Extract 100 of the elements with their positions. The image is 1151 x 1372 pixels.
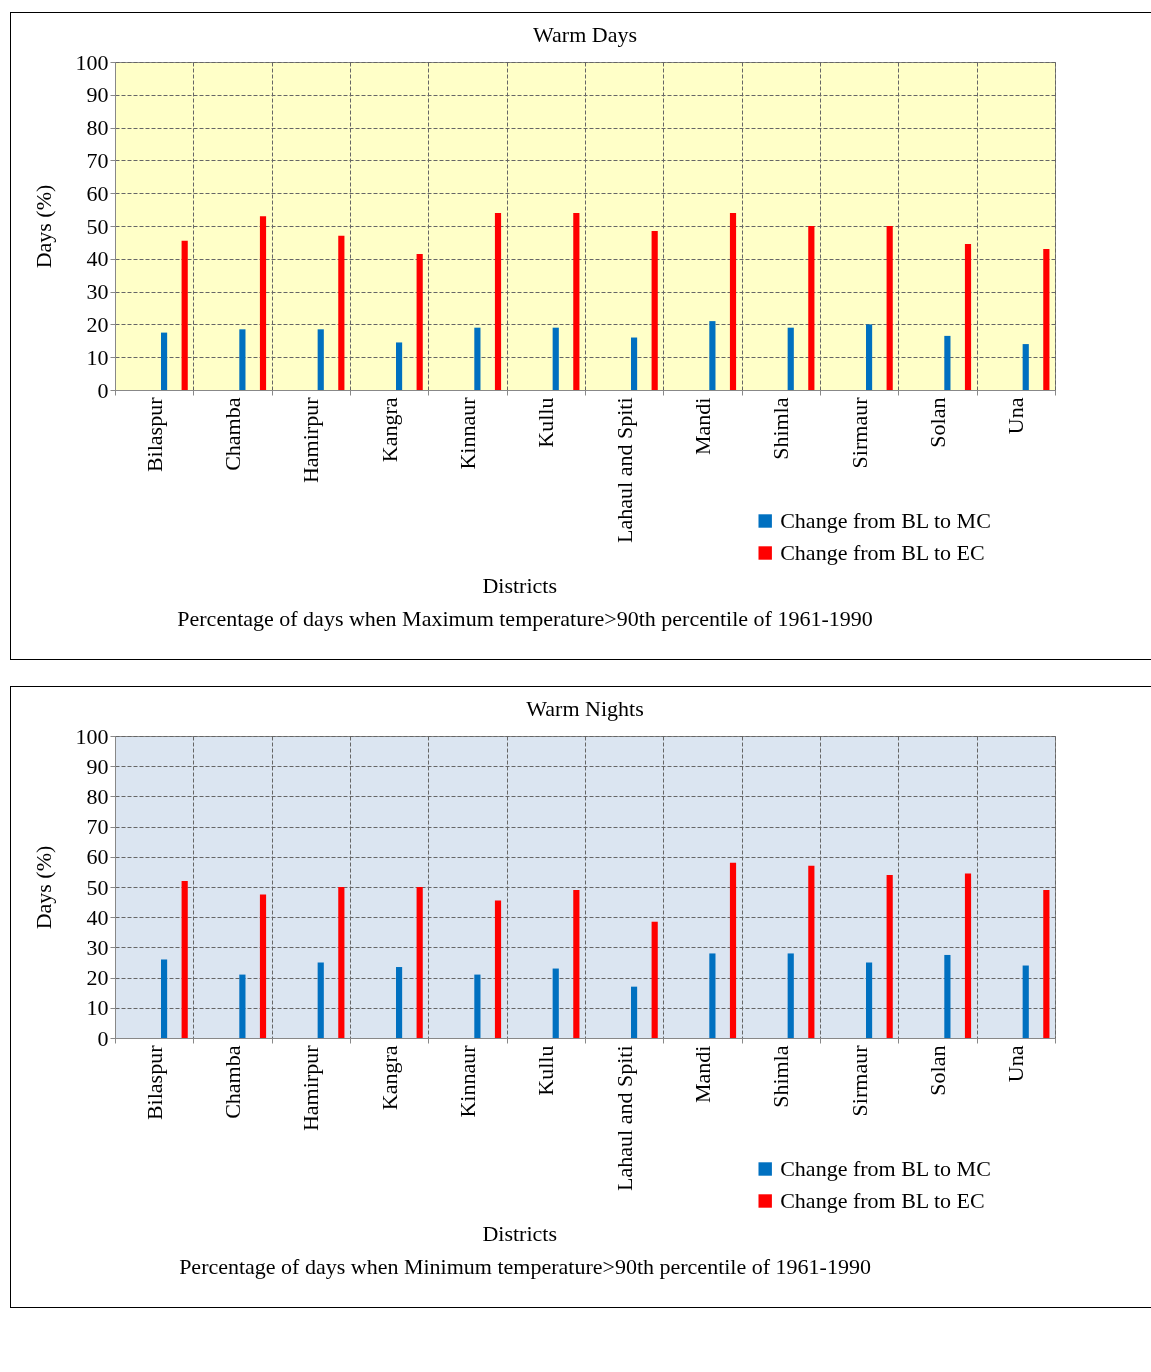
x-tick-label: Sirmaur [846,1044,872,1117]
bar [317,329,324,390]
bar [630,337,638,390]
legend-label: Change from BL to MC [780,508,991,533]
x-tick-label: Mandi [690,397,715,455]
x-tick-label: Hamirpur [298,396,324,484]
y-tick-label: 100 [75,723,109,749]
y-tick-label: 30 [86,934,109,960]
legend-label: Change from BL to MC [780,1156,991,1181]
x-tick-label: Kinnaur [455,1044,480,1118]
bar [651,230,658,390]
y-axis-title: Days (%) [30,845,56,930]
y-tick-label: 40 [86,246,109,272]
y-tick-label: 0 [97,1025,109,1051]
y-tick-label: 80 [86,783,109,809]
bar [259,894,267,1038]
y-axis-title: Days (%) [30,184,56,269]
bar [474,974,481,1038]
legend-label: Change from BL to EC [780,540,985,565]
bar [416,253,423,390]
text: Percentage of days when Minimum temperature>90th percentile of 1961-1990 [179,1254,871,1279]
y-tick-label: 20 [86,311,109,337]
x-tick-label: Bilaspur [141,1044,167,1121]
bar [494,900,502,1038]
bar [808,226,815,390]
x-tick-label: Una [1003,397,1029,435]
x-axis-title: Districts [482,572,557,598]
bar [552,327,559,390]
bar [865,962,873,1038]
x-tick-label: Lahaul and Spiti [611,397,637,543]
x-tick-label: Sirmaur [846,396,872,469]
y-tick-label: 10 [86,995,109,1021]
x-tick-label: Kullu [533,1045,559,1096]
bar [709,953,716,1038]
y-tick-label: 90 [86,753,109,779]
x-tick-label: Solan [925,397,950,448]
text: Percentage of days when Maximum temperature>90th percentile of 1961-1990 [177,606,873,631]
bar [160,332,168,390]
y-tick-label: 70 [86,147,109,173]
bar [944,954,951,1038]
y-tick-label: 30 [86,279,109,305]
bar [1043,248,1050,390]
bar [573,212,580,390]
x-tick-label: Shimla [768,1045,794,1108]
x-tick-label: Solan [925,1045,950,1096]
y-tick-label: 70 [86,814,109,840]
chart-title: Warm Nights [526,696,644,721]
bar [494,212,502,390]
x-tick-label: Chamba [220,397,245,471]
bar [338,235,345,390]
bar [416,887,423,1038]
y-tick-label: 100 [75,49,109,75]
bar [865,324,873,390]
y-tick-label: 50 [86,874,109,900]
y-tick-label: 60 [86,180,109,206]
y-tick-label: 90 [86,82,109,108]
y-tick-label: 10 [86,344,109,370]
bar [338,887,345,1038]
y-tick-label: 40 [86,904,109,930]
x-tick-label: Kinnaur [455,396,480,470]
bar [317,962,324,1038]
bar [259,216,267,390]
bar [729,862,737,1038]
bar [395,967,403,1038]
y-tick-label: 50 [86,213,109,239]
bar [729,212,737,390]
bar [181,880,188,1038]
bar [552,968,559,1038]
x-tick-label: Una [1003,1045,1029,1083]
bar [886,874,893,1038]
y-tick-label: 80 [86,115,109,141]
bar [160,959,168,1038]
x-tick-label: Kullu [533,397,559,448]
x-tick-label: Kangra [376,1045,402,1111]
x-tick-label: Lahaul and Spiti [611,1045,637,1191]
y-tick-label: 20 [86,965,109,991]
bar [395,342,403,390]
bar [239,974,246,1038]
bar [808,865,815,1038]
x-tick-label: Shimla [768,397,794,460]
bar [630,986,638,1038]
y-tick-label: 0 [97,377,109,403]
bar [573,890,580,1038]
legend-label: Change from BL to EC [780,1188,985,1213]
bar [964,244,972,390]
bar [886,226,893,390]
bar [1043,890,1050,1038]
bar [651,921,658,1038]
bar [787,327,794,390]
bar [474,327,481,390]
chart-title: Warm Days [533,22,637,47]
x-tick-label: Bilaspur [141,396,167,473]
bar [944,335,951,390]
x-tick-label: Mandi [690,1045,715,1103]
bar [1022,344,1029,390]
x-tick-label: Kangra [376,397,402,463]
bar [181,240,188,390]
x-tick-label: Hamirpur [298,1044,324,1132]
x-tick-label: Chamba [220,1045,245,1119]
x-axis-title: Districts [482,1220,557,1246]
